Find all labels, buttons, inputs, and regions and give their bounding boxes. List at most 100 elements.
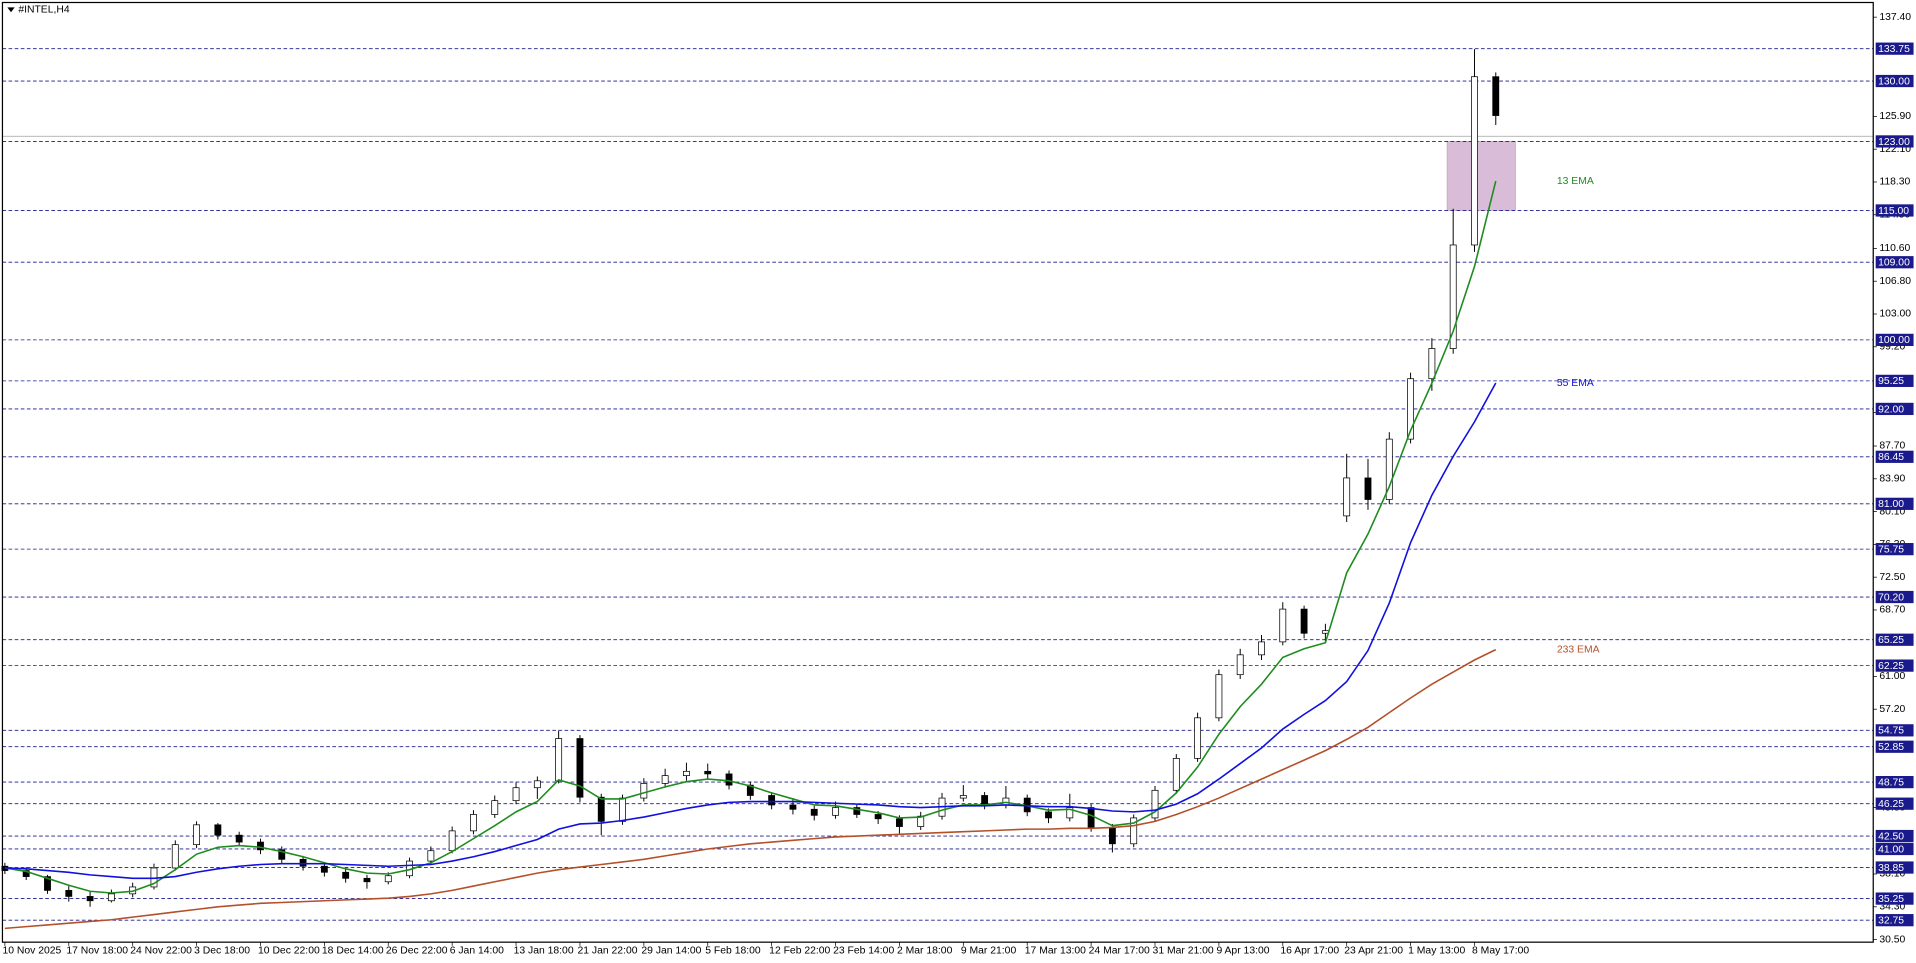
candle-body (533, 780, 541, 789)
x-tick-label: 17 Mar 13:00 (1025, 945, 1086, 956)
x-tick-label: 13 Jan 18:00 (514, 945, 574, 956)
candle-body (853, 807, 861, 815)
candle-body (1449, 244, 1457, 349)
y-tick-label: 110.60 (1879, 243, 1910, 254)
level-label: 38.85 (1878, 863, 1904, 874)
level-label-box (1875, 659, 1914, 672)
candle-body (1151, 789, 1159, 819)
candle-body (22, 870, 30, 877)
y-tick-label: 122.10 (1879, 144, 1911, 155)
x-tick-label: 6 Jan 14:00 (450, 945, 504, 956)
level-label-box (1875, 497, 1914, 510)
level-label: 81.00 (1878, 499, 1904, 510)
candle-body (193, 824, 200, 846)
candle-body (746, 784, 754, 796)
level-label-box (1875, 740, 1914, 753)
level-label-box (1875, 775, 1914, 789)
x-tick-label: 12 Feb 22:00 (769, 945, 830, 956)
x-tick-label: 23 Feb 14:00 (833, 945, 894, 956)
level-label-box (1875, 829, 1914, 843)
candle-body (619, 797, 626, 822)
level-label-box (1875, 861, 1914, 874)
y-tick-label: 106.80 (1879, 276, 1911, 287)
level-label-box (1875, 204, 1914, 217)
level-label-box (1875, 914, 1914, 927)
level-label: 65.25 (1878, 635, 1904, 646)
level-label: 70.20 (1878, 592, 1904, 603)
candle-body (1066, 807, 1074, 819)
y-tick-label: 83.90 (1879, 474, 1905, 485)
candle-body (1002, 797, 1010, 806)
candle-body (512, 787, 520, 802)
candle-body (342, 871, 350, 879)
level-label: 133.75 (1878, 44, 1910, 55)
candle-body (107, 893, 115, 902)
level-label-box (1875, 402, 1914, 416)
ema-label: 233 EMA (1557, 644, 1600, 655)
level-label-box (1875, 724, 1914, 737)
candle-body (448, 830, 456, 852)
candle-body (555, 738, 563, 782)
y-tick-label: 118.30 (1879, 177, 1910, 188)
level-label-box (1875, 892, 1914, 905)
x-tick-label: 9 Apr 13:00 (1216, 945, 1269, 956)
ema-line (4, 180, 1497, 894)
level-label: 62.25 (1878, 661, 1904, 672)
level-label: 130.00 (1878, 76, 1910, 87)
x-tick-label: 18 Dec 14:00 (322, 945, 384, 956)
candle-body (1428, 348, 1436, 380)
level-label-box (1875, 374, 1914, 387)
candle-body (832, 807, 839, 816)
level-label: 48.75 (1878, 777, 1904, 788)
level-label-box (1875, 42, 1914, 55)
candle-body (981, 795, 989, 806)
level-label: 95.25 (1878, 376, 1904, 387)
candle-body (597, 796, 605, 822)
candle-body (44, 876, 51, 891)
level-label: 115.00 (1878, 206, 1909, 217)
level-label-box (1875, 633, 1914, 646)
ema-label: 55 EMA (1557, 378, 1594, 389)
candle-body (895, 818, 903, 827)
candle-body (917, 815, 925, 827)
level-label: 100.00 (1878, 335, 1910, 346)
level-label: 46.25 (1878, 799, 1904, 810)
candle-body (661, 775, 669, 784)
candle-body (491, 800, 499, 815)
y-tick-label: 57.20 (1879, 704, 1905, 715)
x-tick-label: 2 Mar 18:00 (897, 945, 953, 956)
candle-body (576, 738, 584, 798)
y-tick-label: 87.70 (1879, 441, 1905, 452)
ema-line (4, 382, 1497, 880)
candle-body (810, 808, 818, 816)
candle-body (65, 890, 73, 897)
candle-body (384, 875, 392, 883)
candle-body (1492, 76, 1500, 116)
x-tick-label: 24 Mar 17:00 (1089, 945, 1150, 956)
y-tick-label: 68.70 (1879, 605, 1905, 616)
candle-body (1300, 608, 1308, 634)
candle-body (86, 896, 94, 902)
level-label-box (1875, 333, 1914, 346)
candle-body (171, 844, 179, 869)
x-tick-label: 5 Feb 18:00 (705, 945, 761, 956)
x-tick-label: 1 May 13:00 (1408, 945, 1465, 956)
x-tick-label: 21 Jan 22:00 (578, 945, 638, 956)
candle-body (1215, 674, 1223, 719)
x-tick-label: 26 Dec 22:00 (386, 945, 448, 956)
level-label: 35.25 (1878, 894, 1904, 905)
candle-body (768, 795, 776, 806)
candle-body (1258, 641, 1265, 656)
y-tick-label: 103.00 (1879, 309, 1911, 320)
candle-body (1236, 654, 1244, 676)
level-label: 42.50 (1878, 831, 1904, 842)
x-tick-label: 16 Apr 17:00 (1280, 945, 1339, 956)
candle-body (1385, 438, 1393, 500)
plot-border (1, 1, 1874, 943)
level-label-box (1875, 135, 1914, 148)
y-tick-label: 38.10 (1879, 869, 1905, 880)
y-tick-label: 61.00 (1879, 671, 1905, 682)
symbol-menu-icon[interactable] (7, 7, 15, 13)
level-label: 41.00 (1878, 844, 1904, 855)
